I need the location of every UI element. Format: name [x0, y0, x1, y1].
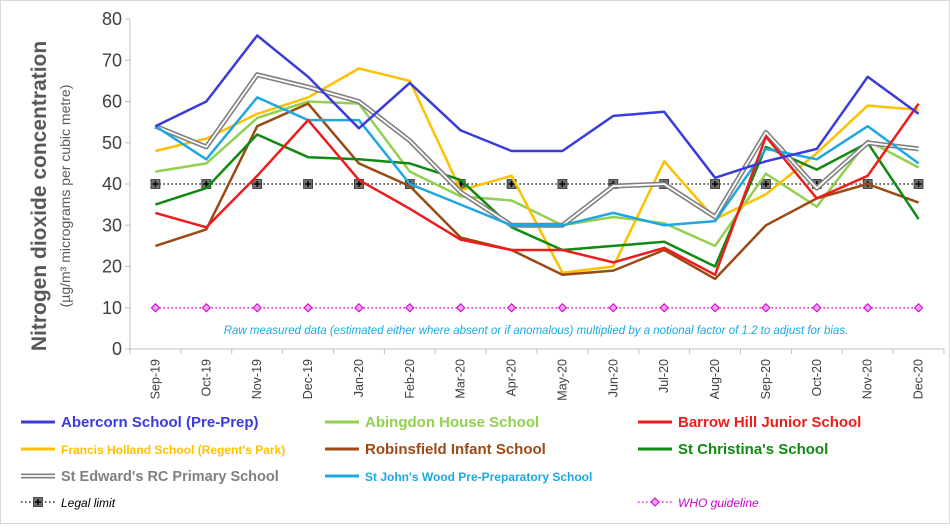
legend-item-5: St Christina's School [638, 441, 828, 458]
series-9-point [710, 303, 720, 313]
legend-item-8: Legal limit [21, 496, 116, 510]
series-8-point-cross [915, 181, 922, 187]
y-axis-subtitle: (µg/m³ micrograms per cubic metre) [57, 85, 73, 308]
series-8-point-cross [712, 181, 719, 187]
legend-label: Legal limit [61, 496, 116, 510]
series-9-point [252, 303, 262, 313]
series-9-point [201, 303, 212, 313]
series-9-point [303, 303, 313, 313]
chart-axes: 0 10 20 30 40 50 60 70 80 Sep-19 Oct-19 Nov-19 Dec-1… [102, 9, 945, 401]
x-tick-label: Jun-20 [606, 359, 620, 397]
series-4-line [155, 102, 920, 281]
legend-item-2: Barrow Hill Junior School [638, 414, 861, 431]
x-tick-label: Nov-20 [861, 359, 875, 399]
legend-marker [650, 497, 660, 507]
y-tick-label: 60 [102, 92, 122, 112]
legend-label: Barrow Hill Junior School [678, 414, 861, 431]
x-tick-label: Jan-20 [352, 359, 366, 397]
x-tick-label: Feb-20 [403, 359, 417, 399]
y-tick-label: 80 [102, 9, 122, 29]
x-tick-label: Mar-20 [454, 359, 468, 399]
series-9-point [455, 303, 466, 313]
series-8-point-cross [305, 181, 312, 187]
series-9-point [405, 303, 415, 313]
legend-item-6: St Edward's RC Primary School [21, 469, 279, 485]
series-9-point [354, 303, 364, 313]
legend-marker-cross [35, 499, 41, 505]
legend-item-9: WHO guideline [638, 496, 759, 510]
x-tick-label: Nov-19 [250, 359, 264, 399]
x-tick-label: Dec-20 [912, 359, 926, 399]
series-8-point-cross [254, 181, 261, 187]
legend-label: WHO guideline [678, 496, 759, 510]
x-tick-label: May-20 [555, 359, 569, 401]
legend-label: Robinsfield Infant School [365, 441, 546, 458]
y-tick-label: 10 [102, 298, 122, 318]
series-9-point [812, 303, 822, 313]
series-8-point-cross [559, 181, 566, 187]
legend-label: St John's Wood Pre-Preparatory School [365, 470, 592, 484]
y-tick-label: 30 [102, 215, 122, 235]
series-8-point-cross [508, 181, 515, 187]
legend-item-1: Abingdon House School [325, 414, 539, 431]
legend: Abercorn School (Pre-Prep) Abingdon House… [21, 414, 861, 510]
series-9-point [761, 303, 771, 313]
y-tick-label: 0 [112, 339, 122, 359]
series-8-point-cross [203, 181, 210, 187]
y-tick-label: 20 [102, 257, 122, 277]
y-tick-label: 70 [102, 50, 122, 70]
series-2-line [155, 102, 920, 277]
y-tick-label: 50 [102, 133, 122, 153]
series-8-point-cross [152, 181, 159, 187]
series-8-point-cross [762, 181, 769, 187]
x-tick-label: Aug-20 [708, 359, 722, 399]
series-0-line [154, 34, 920, 180]
chart-annotation: Raw measured data (estimated either wher… [224, 325, 849, 337]
x-tick-label: Jul-20 [657, 359, 671, 393]
series-9-point [608, 303, 619, 313]
x-tick-label: Oct-20 [810, 359, 824, 397]
x-tick-label: Oct-19 [199, 359, 213, 397]
legend-label: Abercorn School (Pre-Prep) [61, 414, 259, 431]
legend-label: St Edward's RC Primary School [61, 469, 279, 485]
legend-item-7: St John's Wood Pre-Preparatory School [325, 470, 592, 484]
x-tick-label: Sep-20 [759, 359, 773, 399]
series-8-point-cross [355, 181, 362, 187]
series-9-point [659, 303, 669, 313]
legend-label: Abingdon House School [365, 414, 539, 431]
y-axis-title: Nitrogen dioxide concentration [28, 41, 51, 351]
series-5-line [155, 133, 920, 268]
x-tick-label: Apr-20 [505, 359, 519, 397]
series-9-point [862, 303, 873, 313]
x-tick-label: Sep-19 [148, 359, 162, 399]
series-9-point [150, 303, 161, 313]
x-tick-label: Dec-19 [301, 359, 315, 399]
y-tick-label: 40 [102, 174, 122, 194]
series-9-point [506, 303, 517, 313]
legend-item-4: Robinsfield Infant School [325, 441, 546, 458]
legend-item-0: Abercorn School (Pre-Prep) [21, 414, 259, 431]
series-9-point [557, 303, 568, 313]
legend-item-3: Francis Holland School (Regent's Park) [21, 443, 285, 457]
series-layer [150, 34, 924, 313]
legend-label: Francis Holland School (Regent's Park) [61, 443, 285, 457]
legend-label: St Christina's School [678, 441, 828, 458]
series-9-point [913, 303, 924, 313]
